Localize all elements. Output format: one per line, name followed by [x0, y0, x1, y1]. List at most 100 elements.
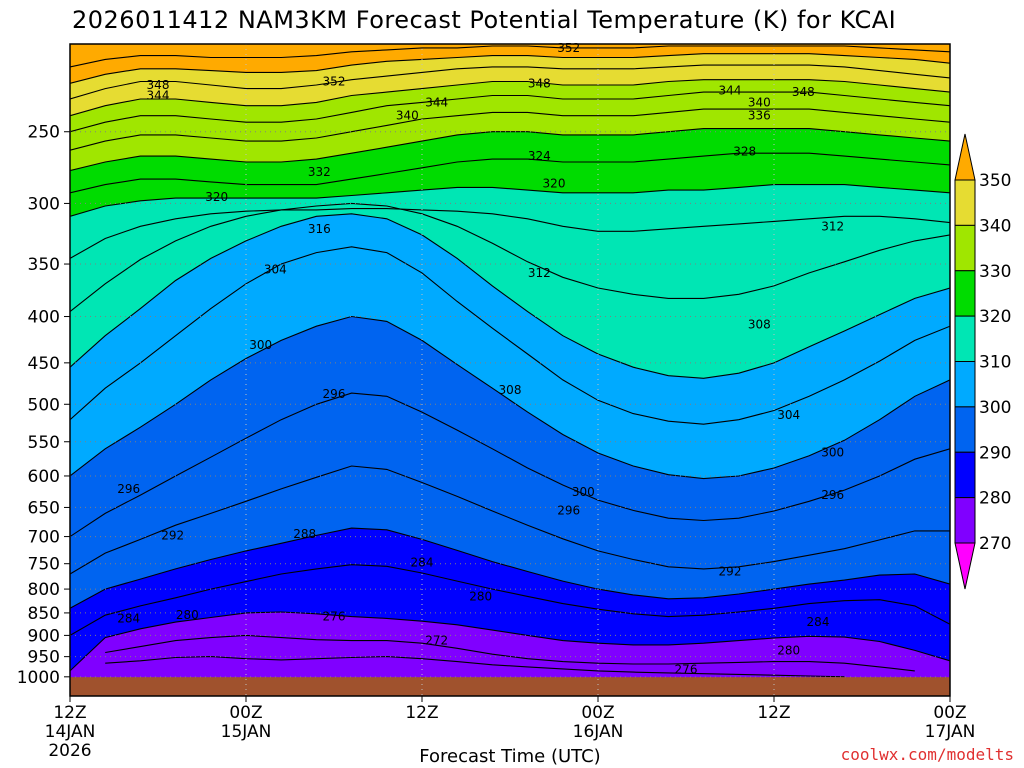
- colorbar-seg: [954, 497, 976, 544]
- contour-label: 316: [308, 222, 331, 236]
- colorbar-tick-label: 340: [979, 216, 1011, 236]
- plot-border: [69, 43, 951, 697]
- contour-label: 348: [528, 76, 551, 90]
- colorbar-top-arrow: [954, 133, 976, 181]
- isentrope-292: [70, 465, 950, 575]
- contour-label: 292: [161, 528, 184, 542]
- contour-label: 280: [777, 643, 800, 657]
- isentrope-308: [70, 213, 950, 379]
- colorbar-tick-label: 280: [979, 489, 1011, 509]
- contour-label: 304: [264, 263, 287, 277]
- contour-label: 336: [748, 109, 771, 123]
- colorbar-bottom-arrow: [954, 542, 976, 590]
- contour-label: 284: [807, 615, 830, 629]
- contour-label: 344: [425, 95, 448, 109]
- contour-label: 300: [572, 485, 595, 499]
- y-tick-label: 950: [28, 648, 60, 668]
- colorbar: 350 340 330 320 310 300 290 280 270: [954, 133, 1011, 590]
- x-tick-label: 14JAN: [45, 722, 96, 742]
- colorbar-seg: [954, 451, 976, 499]
- colorbar-tick-label: 310: [979, 353, 1011, 373]
- contour-label: 296: [821, 488, 844, 502]
- contour-label: 304: [777, 408, 800, 422]
- contour-label: 352: [557, 41, 580, 55]
- colorbar-seg: [954, 179, 976, 226]
- ground-band: [70, 677, 950, 696]
- y-axis-ticks: 2503003504004505005506006507007508008509…: [17, 123, 70, 688]
- contour-label: 284: [117, 611, 140, 625]
- x-tick-label: 15JAN: [221, 722, 272, 742]
- x-tick-label: 17JAN: [925, 722, 976, 742]
- contour-label: 276: [675, 663, 698, 677]
- colorbar-tick-label: 350: [979, 171, 1011, 191]
- isentrope-340: [70, 79, 950, 117]
- x-tick-label: 00Z: [229, 703, 262, 723]
- colorbar-seg: [954, 270, 976, 317]
- contour-label: 308: [748, 317, 771, 331]
- colorbar-tick-label: 270: [979, 534, 1011, 554]
- contour-label: 280: [469, 589, 492, 603]
- contour-label: 344: [719, 83, 742, 97]
- isentrope-336: [70, 91, 950, 133]
- contour-label: 300: [249, 338, 272, 352]
- y-tick-label: 650: [28, 498, 60, 518]
- isentrope-280: [70, 611, 950, 672]
- contour-label: 288: [293, 527, 316, 541]
- contour-label: 332: [308, 165, 331, 179]
- isentrope-344: [70, 64, 950, 100]
- contour-label: 284: [411, 556, 434, 570]
- y-tick-label: 1000: [17, 668, 60, 688]
- isentrope-320: [70, 184, 950, 217]
- y-tick-label: 800: [28, 580, 60, 600]
- x-tick-label: 12Z: [53, 703, 86, 723]
- contour-label: 352: [323, 74, 346, 88]
- contour-label: 328: [733, 145, 756, 159]
- contour-label: 312: [821, 219, 844, 233]
- y-tick-label: 300: [28, 194, 60, 214]
- isentrope-324: [70, 152, 950, 194]
- contour-label: 280: [176, 608, 199, 622]
- x-tick-label: 12Z: [405, 703, 438, 723]
- colorbar-tick-label: 330: [979, 262, 1011, 282]
- isentrope-304: [70, 246, 950, 425]
- x-tick-label: 00Z: [581, 703, 614, 723]
- isentrope-316: [70, 208, 950, 259]
- chart-title: 2026011412 NAM3KM Forecast Potential Tem…: [72, 6, 896, 34]
- contour-label: 312: [528, 266, 551, 280]
- colorbar-seg: [954, 224, 976, 272]
- contour-label: 276: [323, 610, 346, 624]
- y-tick-label: 500: [28, 395, 60, 415]
- plot-frame: [69, 43, 951, 697]
- contour-label: 272: [425, 634, 448, 648]
- isentrope-296: [70, 392, 950, 538]
- isentrope-332: [70, 108, 950, 151]
- contour-label: 320: [205, 190, 228, 204]
- colorbar-tick-label: 320: [979, 307, 1011, 327]
- y-tick-label: 400: [28, 308, 60, 328]
- y-tick-label: 700: [28, 528, 60, 548]
- y-tick-label: 450: [28, 354, 60, 374]
- colorbar-tick-label: 300: [979, 398, 1011, 418]
- y-tick-label: 850: [28, 604, 60, 624]
- contour-label: 340: [748, 95, 771, 109]
- isentrope-348: [70, 53, 950, 84]
- x-tick-label: 2026: [48, 741, 91, 761]
- theta-fill-layers: [70, 44, 950, 696]
- contour-label: 296: [323, 387, 346, 401]
- isentrope-272: [105, 656, 845, 678]
- contour-label: 320: [543, 176, 566, 190]
- y-tick-label: 600: [28, 467, 60, 487]
- x-tick-label: 12Z: [757, 703, 790, 723]
- y-tick-label: 900: [28, 626, 60, 646]
- colorbar-seg: [954, 406, 976, 453]
- isentrope-312: [70, 202, 950, 313]
- contour-label: 308: [499, 383, 522, 397]
- contour-label: 348: [792, 85, 815, 99]
- x-axis-title: Forecast Time (UTC): [419, 746, 600, 767]
- isentrope-lines: [70, 45, 950, 678]
- colorbar-seg: [954, 315, 976, 362]
- contour-label: 344: [147, 89, 170, 103]
- isentrope-284: [70, 564, 950, 636]
- x-tick-label: 00Z: [933, 703, 966, 723]
- contour-label: 340: [396, 109, 419, 123]
